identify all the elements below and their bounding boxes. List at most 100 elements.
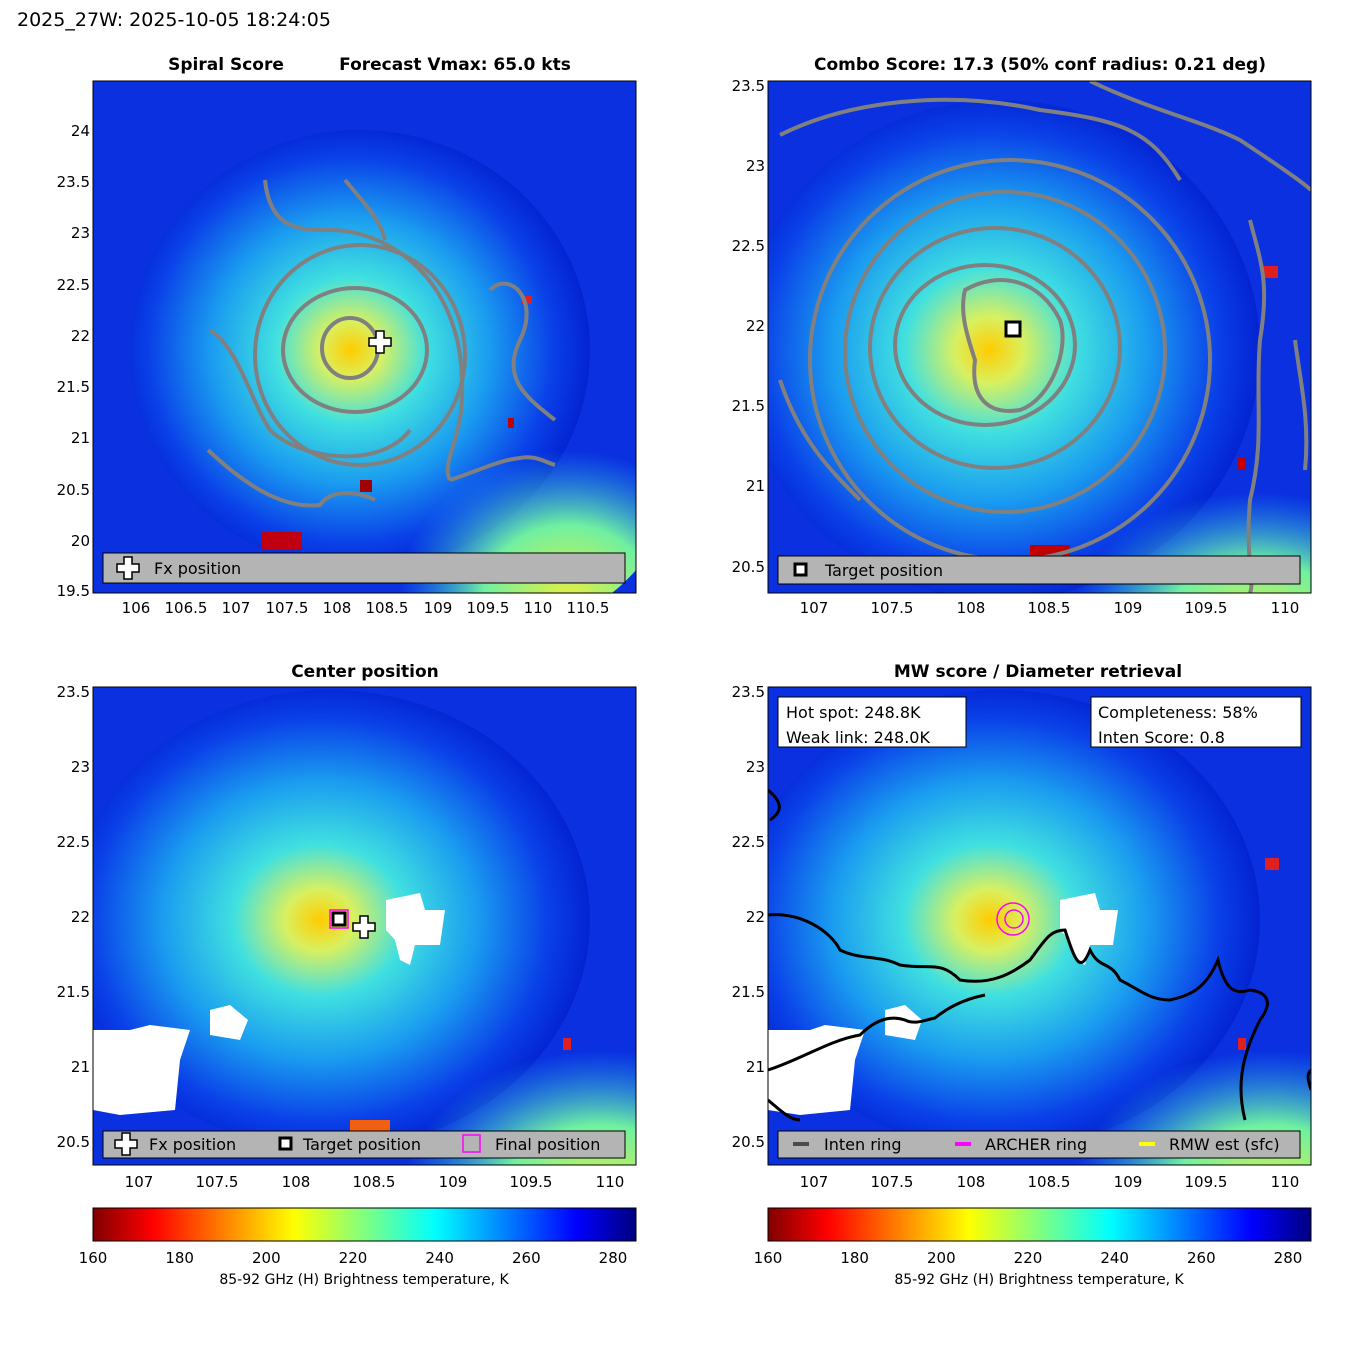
colorbar-label: 85-92 GHz (H) Brightness temperature, K — [219, 1272, 509, 1288]
hotspot — [1030, 545, 1070, 555]
y-tick-label: 21.5 — [57, 983, 90, 1001]
archer-ring — [996, 902, 1030, 936]
x-tick-label: 108 — [323, 599, 352, 617]
final-position-icon — [329, 909, 349, 929]
axes-frame — [92, 80, 637, 594]
y-tick-label: 22 — [71, 908, 90, 926]
cross-icon — [368, 330, 392, 354]
spiral-contours — [206, 178, 557, 508]
missing-data-region — [885, 1005, 922, 1040]
y-tick-label: 23.5 — [732, 683, 765, 701]
y-tick-label: 21 — [71, 429, 90, 447]
center-position-panel: Center position Fx position Target posit… — [57, 662, 637, 1191]
hot-spot-text: Hot spot: 248.8K — [786, 703, 921, 722]
hotspot — [350, 1120, 390, 1132]
x-tick-label: 108 — [957, 599, 986, 617]
y-tick-label: 23 — [746, 758, 765, 776]
x-tick-labels: 106 106.5 107 107.5 108 108.5 109 109.5 110 110.5 — [122, 599, 610, 617]
x-tick-label: 107 — [800, 599, 829, 617]
y-tick-label: 22 — [746, 908, 765, 926]
colorbar-left: 160 180 200 220 240 260 280 85-92 GHz (H) Brig… — [79, 1207, 637, 1288]
center-position-title: Center position — [291, 662, 439, 682]
x-tick-label: 109 — [439, 1173, 468, 1191]
colorbar-label: 85-92 GHz (H) Brightness temperature, K — [894, 1272, 1184, 1288]
hotspot — [360, 480, 372, 492]
hotspot — [1238, 458, 1246, 470]
x-tick-label: 108.5 — [1028, 1173, 1071, 1191]
colorbar-tick-label: 200 — [252, 1249, 281, 1267]
gray-line-icon — [793, 1142, 809, 1146]
y-tick-label: 21.5 — [57, 378, 90, 396]
missing-data-region — [768, 1025, 865, 1115]
x-tick-label: 110 — [596, 1173, 625, 1191]
y-tick-labels: 20.5 21 21.5 22 22.5 23 23.5 — [57, 683, 90, 1151]
weak-link-text: Weak link: 248.0K — [786, 728, 930, 747]
y-tick-labels: 19.5 20 20.5 21 21.5 22 22.5 23 23.5 24 — [57, 122, 90, 600]
inten-score-text: Inten Score: 0.8 — [1098, 728, 1225, 747]
cross-icon — [114, 1132, 138, 1156]
x-tick-label: 106.5 — [165, 599, 208, 617]
x-tick-label: 108.5 — [366, 599, 409, 617]
y-tick-label: 20.5 — [732, 1133, 765, 1151]
x-tick-label: 110.5 — [567, 599, 610, 617]
legend-box — [777, 1130, 1301, 1159]
colorbar-tick-label: 180 — [165, 1249, 194, 1267]
y-tick-label: 24 — [71, 122, 90, 140]
x-tick-label: 109.5 — [1185, 1173, 1228, 1191]
y-tick-label: 20.5 — [57, 1133, 90, 1151]
colorbar-tick-label: 180 — [840, 1249, 869, 1267]
rainband-imagery — [330, 330, 636, 593]
colorbar-tick-label: 160 — [754, 1249, 783, 1267]
yellow-line-icon — [1139, 1142, 1155, 1146]
colorbar-gradient — [92, 1207, 637, 1242]
magenta-line-icon — [955, 1142, 971, 1146]
legend-label: Fx position — [149, 1135, 236, 1154]
cross-icon — [116, 556, 140, 580]
x-tick-label: 106 — [122, 599, 151, 617]
y-tick-label: 23.5 — [57, 173, 90, 191]
colorbar-tick-labels: 160 180 200 220 240 260 280 — [79, 1249, 628, 1267]
colorbar-tick-label: 280 — [1274, 1249, 1303, 1267]
rainband-imagery — [990, 380, 1311, 593]
colorbar-tick-labels: 160 180 200 220 240 260 280 — [754, 1249, 1303, 1267]
spiral-score-title: Spiral Score — [168, 55, 284, 75]
x-tick-labels: 107 107.5 108 108.5 109 109.5 110 — [800, 1173, 1300, 1191]
y-tick-label: 20.5 — [732, 558, 765, 576]
forecast-vmax-title: Forecast Vmax: 65.0 kts — [339, 55, 571, 75]
x-tick-labels: 107 107.5 108 108.5 109 109.5 110 — [125, 1173, 625, 1191]
y-tick-labels: 20.5 21 21.5 22 22.5 23 23.5 — [732, 683, 765, 1151]
missing-data-region — [210, 1005, 248, 1040]
y-tick-label: 21.5 — [732, 983, 765, 1001]
rainband-imagery — [320, 930, 636, 1165]
y-tick-label: 22.5 — [57, 276, 90, 294]
x-tick-label: 107.5 — [871, 1173, 914, 1191]
x-tick-label: 110 — [1271, 1173, 1300, 1191]
legend-box — [102, 552, 626, 584]
colorbar-tick-label: 200 — [927, 1249, 956, 1267]
legend-label: Target position — [824, 561, 943, 580]
x-tick-label: 108.5 — [353, 1173, 396, 1191]
legend-label: RMW est (sfc) — [1169, 1135, 1280, 1154]
y-tick-label: 23 — [746, 157, 765, 175]
colorbar-tick-label: 280 — [599, 1249, 628, 1267]
square-marker-icon — [278, 1136, 293, 1151]
y-tick-label: 22 — [71, 327, 90, 345]
x-tick-label: 108 — [957, 1173, 986, 1191]
hotspot — [1238, 1038, 1246, 1050]
colorbar-gradient — [767, 1207, 1312, 1242]
axes-frame — [767, 686, 1312, 1166]
x-tick-label: 110 — [1271, 599, 1300, 617]
x-tick-label: 109 — [1114, 1173, 1143, 1191]
legend-box — [102, 1130, 626, 1159]
colorbar-tick-label: 240 — [1100, 1249, 1129, 1267]
y-tick-label: 19.5 — [57, 582, 90, 600]
completeness-text: Completeness: 58% — [1098, 703, 1258, 722]
x-tick-label: 108 — [282, 1173, 311, 1191]
x-tick-label: 107.5 — [871, 599, 914, 617]
axes-frame — [767, 80, 1312, 594]
y-tick-label: 22.5 — [732, 833, 765, 851]
combo-score-title: Combo Score: 17.3 (50% conf radius: 0.21… — [814, 55, 1266, 75]
x-tick-label: 107 — [222, 599, 251, 617]
missing-data-region — [1060, 893, 1118, 965]
combo-score-panel: Combo Score: 17.3 (50% conf radius: 0.21… — [732, 55, 1312, 617]
